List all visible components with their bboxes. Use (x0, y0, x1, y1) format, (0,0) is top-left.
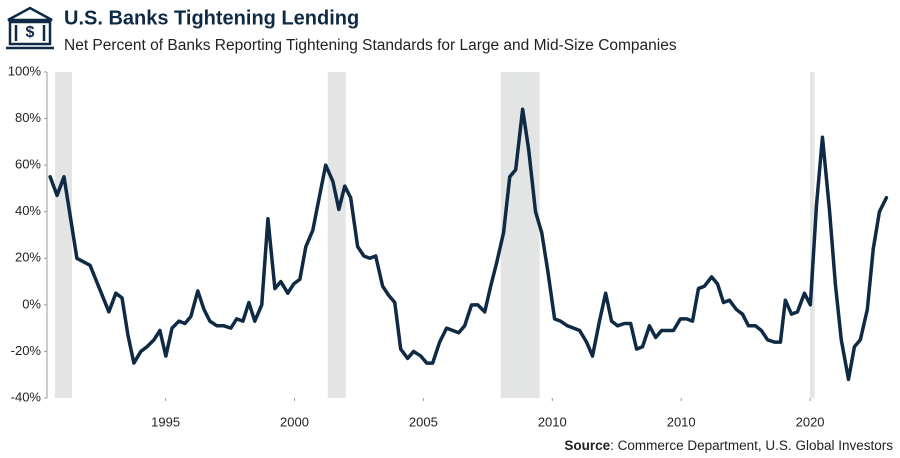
x-tick-label: 2010 (667, 414, 696, 429)
y-tick-label: 20% (15, 250, 41, 265)
y-tick-label: 100% (8, 63, 42, 78)
y-tick-label: -40% (11, 389, 42, 404)
x-tick-label: 2010 (538, 414, 567, 429)
icon-body (8, 20, 52, 46)
axes: -40% -20% 0% 20% 40% 60% 80% 100% 1995 2000 2005 20… (8, 63, 825, 429)
x-tick-label: 2000 (280, 414, 309, 429)
x-tick-label: 1995 (151, 414, 180, 429)
recession-band (54, 72, 73, 398)
x-tick-label: 2005 (409, 414, 438, 429)
plot-area (48, 107, 889, 382)
recession-band (327, 72, 346, 398)
source-text: : Commerce Department, U.S. Global Inves… (610, 438, 893, 453)
y-tick-label: 40% (15, 203, 41, 218)
y-tick-label: 0% (22, 296, 41, 311)
y-tick-label: 80% (15, 110, 41, 125)
chart-subtitle: Net Percent of Banks Reporting Tightenin… (64, 37, 677, 54)
data-line (48, 107, 889, 382)
y-tick-label: -20% (11, 343, 42, 358)
bank-icon: $ (6, 6, 54, 50)
source-note: Source: Commerce Department, U.S. Global… (564, 438, 893, 453)
icon-dollar: $ (26, 24, 35, 41)
x-tick-label: 2020 (796, 414, 825, 429)
recession-band (810, 72, 815, 398)
chart-title: U.S. Banks Tightening Lending (64, 7, 359, 29)
y-tick-label: 60% (15, 157, 41, 172)
source-label: Source (564, 438, 610, 453)
icon-roof (7, 6, 53, 22)
